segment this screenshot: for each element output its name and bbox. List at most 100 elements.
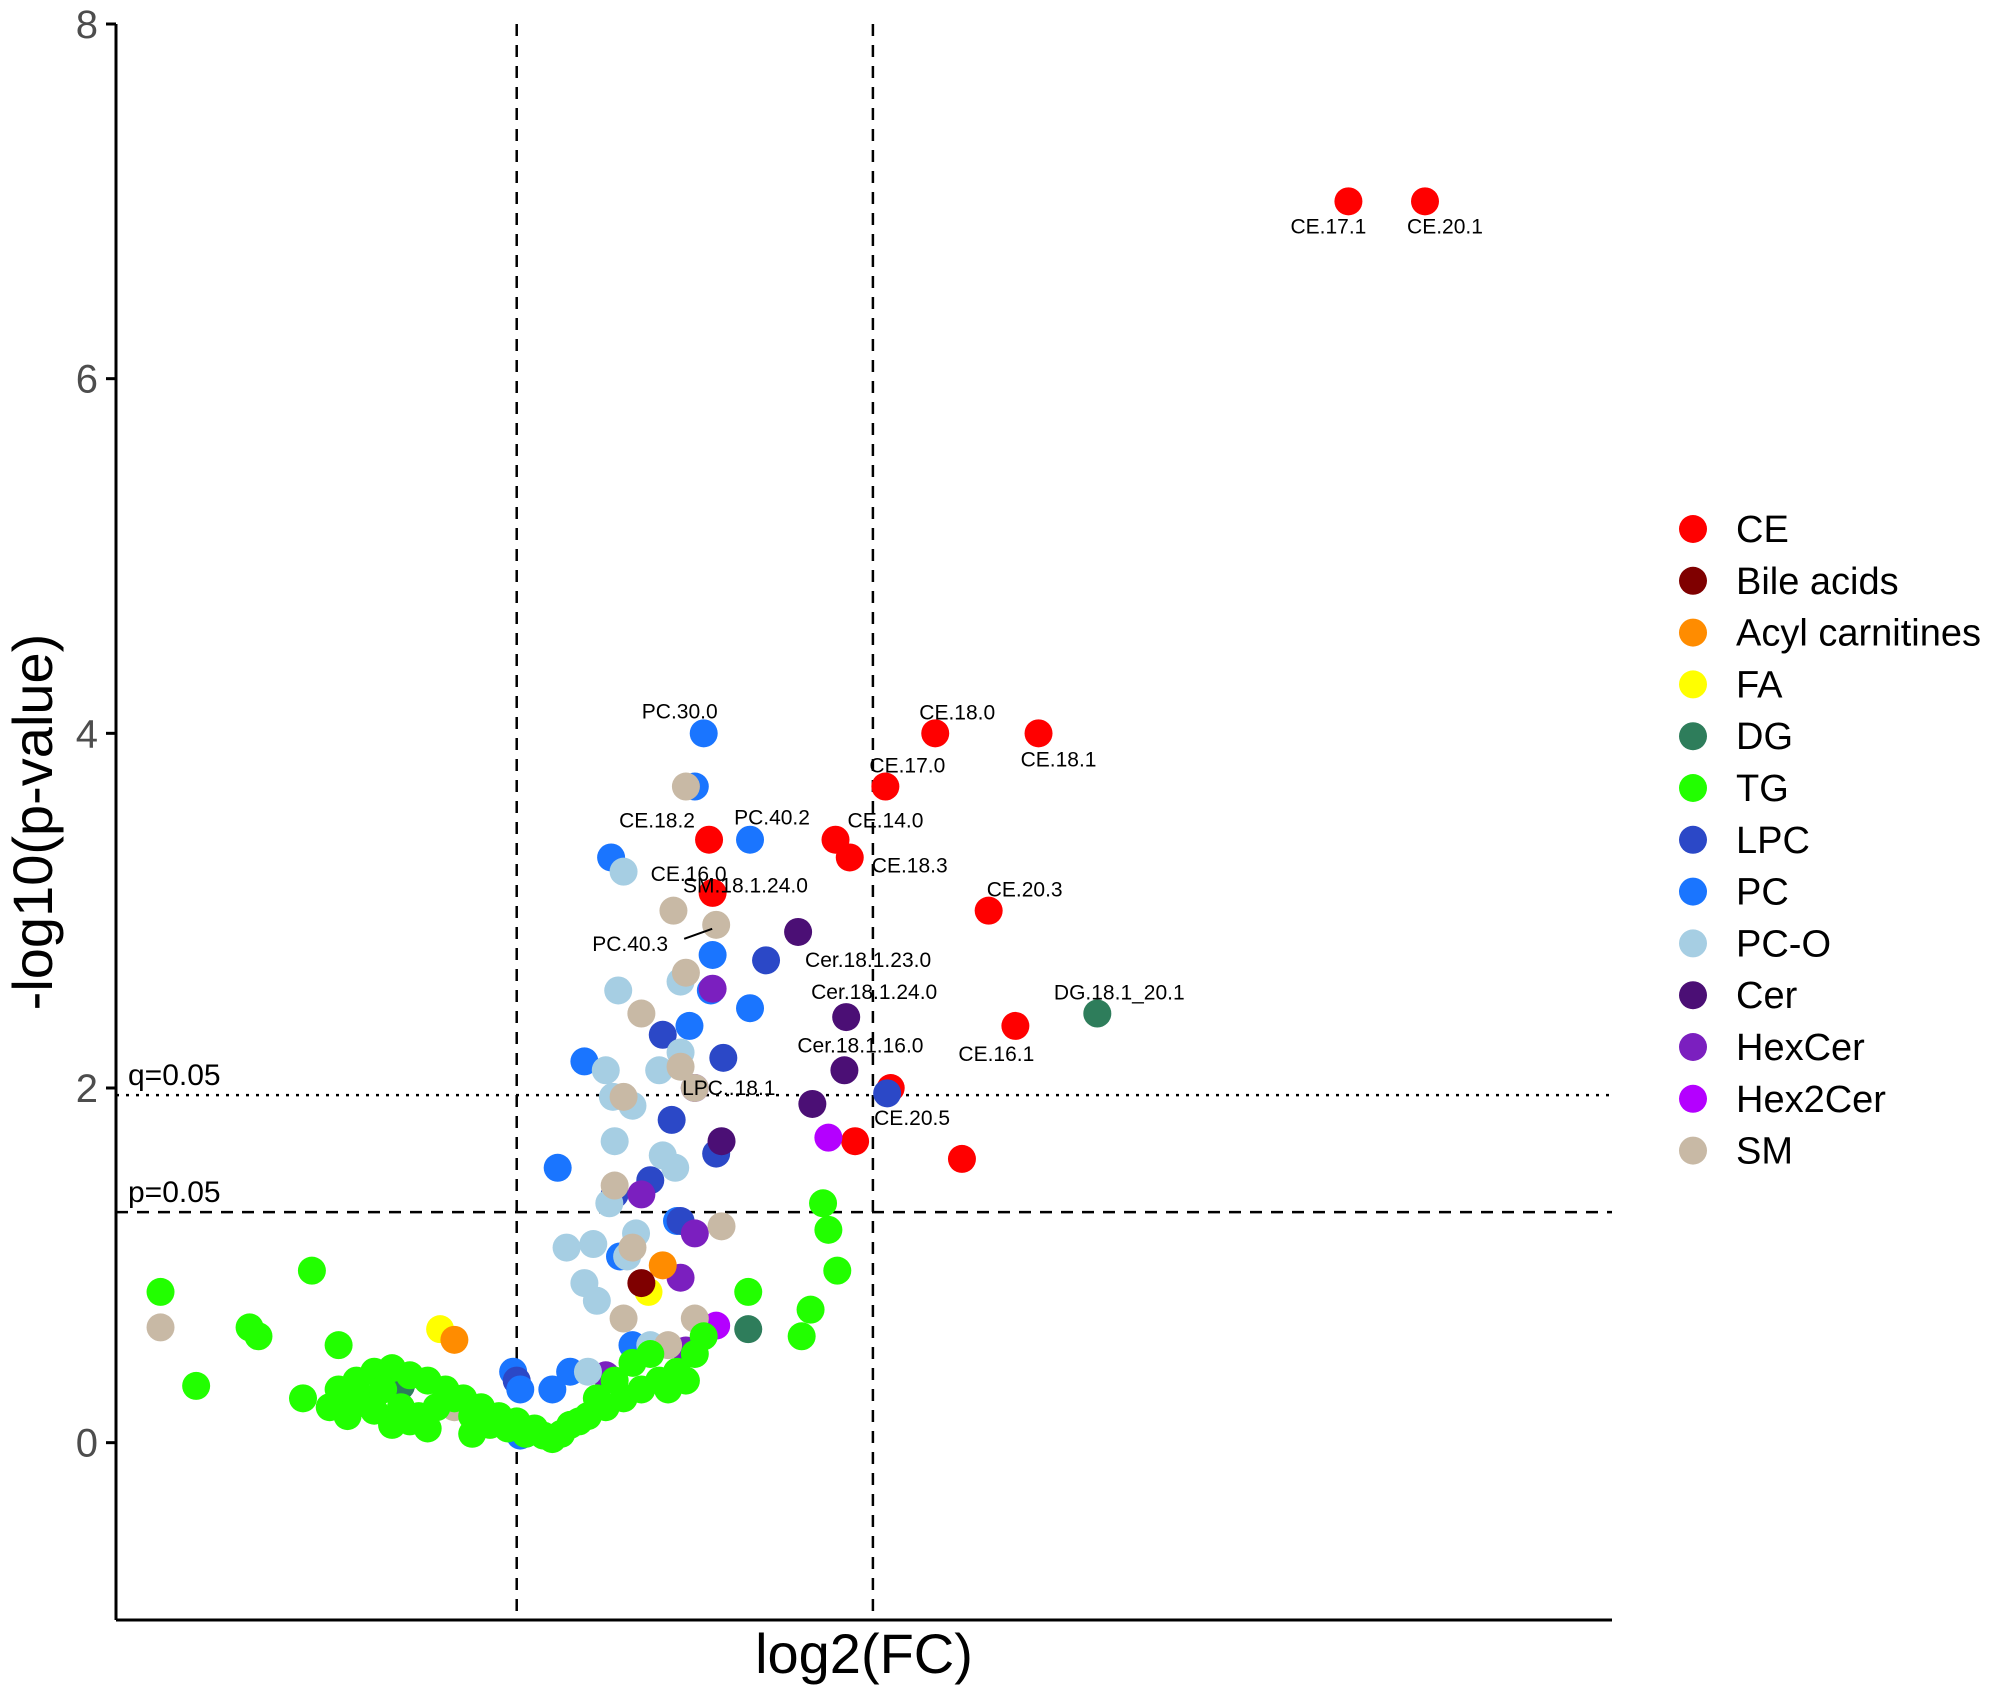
y-tick-label: 8	[76, 3, 98, 47]
point-label: CE.18.0	[919, 701, 995, 724]
data-point-hexcer	[627, 1180, 656, 1209]
data-point-hexcer	[680, 1219, 709, 1248]
data-point-pc	[689, 719, 718, 748]
data-point-ce	[871, 772, 900, 801]
data-point-tg	[600, 1366, 629, 1395]
data-point-ce	[1334, 187, 1363, 216]
data-point-tg	[440, 1384, 469, 1413]
point-label: CE.20.1	[1407, 215, 1483, 238]
legend-key	[1679, 774, 1707, 802]
data-point-tg	[369, 1375, 398, 1404]
data-point-pc-o	[579, 1230, 608, 1259]
plot-area: 0 2 4 6 8 p=0.05 q=0.05 CE.17.1 CE.20.1 CE.18.0…	[76, 3, 1612, 1622]
data-point-lpc	[873, 1079, 902, 1108]
legend-label: Bile acids	[1736, 561, 1899, 603]
legend: CE Bile acids Acyl carnitines FA DG TG LPC PC PC…	[1679, 509, 1981, 1173]
data-point-pc	[736, 825, 765, 854]
data-point-tg	[814, 1215, 843, 1244]
data-point-tg	[582, 1384, 611, 1413]
threshold-label: p=0.05	[128, 1176, 221, 1209]
data-point-cer	[798, 1089, 827, 1118]
data-point-tg	[146, 1277, 175, 1306]
legend-key	[1679, 515, 1707, 543]
data-point-tg	[565, 1407, 594, 1436]
data-point-cer	[707, 1127, 736, 1156]
data-point-pc	[675, 1011, 704, 1040]
data-point-tg	[636, 1340, 665, 1368]
data-point-tg	[324, 1331, 353, 1360]
point-label: CE.18.1	[1021, 748, 1097, 771]
point-label: CE.16.1	[958, 1043, 1034, 1066]
data-point-sm	[659, 896, 688, 925]
data-point-sm	[146, 1313, 175, 1342]
data-point-sm	[600, 1171, 629, 1200]
data-point-sm	[666, 1052, 695, 1081]
legend-label: HexCer	[1736, 1027, 1865, 1069]
label-leader-line	[683, 927, 713, 940]
y-tick-label: 0	[76, 1422, 98, 1466]
legend-key	[1679, 1136, 1707, 1165]
data-point-lpc	[648, 1020, 677, 1049]
data-point-ce	[841, 1127, 870, 1156]
data-point-sm	[627, 999, 656, 1028]
data-point-tg	[823, 1256, 852, 1285]
legend-key	[1679, 825, 1707, 854]
data-point-pc	[698, 941, 727, 969]
data-point-pc-o	[604, 976, 633, 1005]
y-tick-label: 2	[76, 1067, 98, 1111]
legend-key	[1679, 1033, 1707, 1061]
legend-label: SM	[1736, 1131, 1793, 1173]
point-label: CE.17.0	[869, 755, 945, 778]
point-label: CE.16.0	[651, 863, 727, 886]
data-point-sm	[609, 1304, 638, 1333]
data-point-dg	[1083, 999, 1112, 1028]
data-point-pc	[570, 1047, 599, 1076]
data-point-ce	[1024, 719, 1053, 748]
data-point-pc-o	[582, 1286, 611, 1315]
x-axis-title: log2(FC)	[755, 1622, 973, 1685]
data-point-ce	[1001, 1011, 1030, 1040]
data-point-lpc	[657, 1105, 686, 1134]
legend-key	[1679, 618, 1707, 647]
legend-key	[1679, 981, 1707, 1010]
point-label: DG.18.1_20.1	[1054, 982, 1185, 1005]
data-point-hexcer	[698, 974, 727, 1003]
data-point-tg	[342, 1389, 371, 1418]
data-point-cer	[830, 1056, 859, 1085]
data-point-pc-o	[591, 1056, 620, 1085]
data-point-ce	[835, 843, 864, 872]
data-point-sm	[671, 772, 700, 801]
data-point-tg	[671, 1366, 700, 1395]
legend-label: Cer	[1736, 975, 1798, 1017]
point-label: Cer.18.1.23.0	[805, 949, 931, 972]
legend-label: FA	[1736, 664, 1783, 706]
reference-lines: p=0.05 q=0.05	[116, 24, 1612, 1620]
data-point-pc-o	[573, 1357, 602, 1386]
legend-key	[1679, 877, 1707, 906]
point-label: PC.40.2	[734, 807, 810, 830]
point-label: CE.14.0	[848, 810, 924, 833]
data-point-sm	[671, 958, 700, 987]
legend-label: PC	[1736, 872, 1789, 914]
data-point-tg	[809, 1189, 838, 1218]
point-label: CE.18.3	[872, 854, 948, 877]
data-point-cer	[832, 1003, 861, 1032]
legend-key	[1679, 722, 1707, 751]
data-point-ce	[974, 896, 1003, 925]
point-label: CE.20.5	[874, 1107, 950, 1130]
data-point-bile-acids	[627, 1269, 656, 1298]
point-label: CE.18.2	[619, 810, 695, 833]
data-point-tg	[297, 1256, 326, 1285]
data-point-dg	[734, 1315, 763, 1344]
data-point-ce	[695, 825, 724, 854]
data-point-sm	[618, 1233, 647, 1262]
point-label: CE.17.1	[1290, 215, 1366, 238]
point-label: CE.20.3	[987, 879, 1063, 902]
legend-key	[1679, 929, 1707, 958]
data-point-tg	[796, 1295, 825, 1324]
data-point-ce	[1411, 187, 1439, 216]
data-point-ce	[921, 719, 950, 748]
legend-key	[1679, 1084, 1707, 1113]
data-point-pc	[538, 1375, 567, 1404]
